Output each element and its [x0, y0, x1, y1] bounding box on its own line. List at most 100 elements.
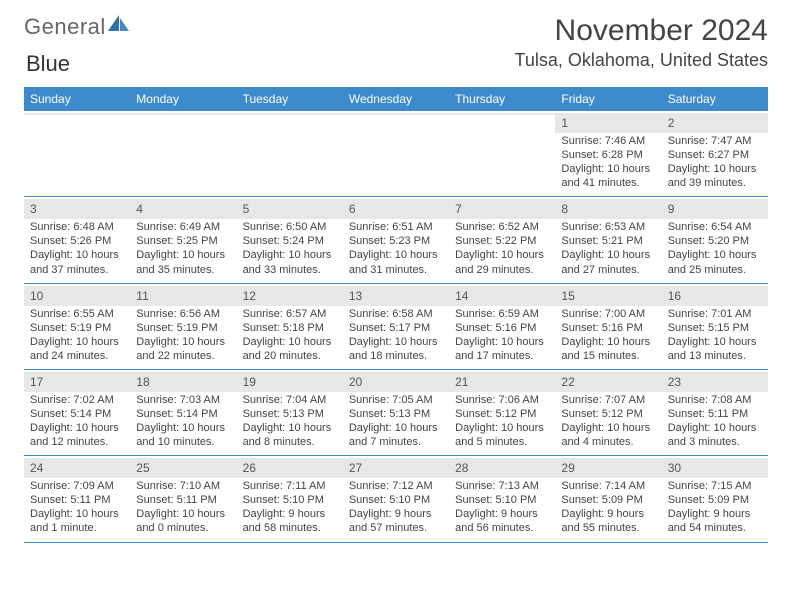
daylight-line: Daylight: 10 hours and 37 minutes.: [30, 249, 119, 275]
logo-sail-icon: [108, 15, 130, 33]
sunrise-line: Sunrise: 7:07 AM: [561, 394, 645, 406]
daynum-bar: 30: [662, 458, 768, 478]
sunset-line: Sunset: 5:09 PM: [668, 494, 749, 506]
daylight-line: Daylight: 9 hours and 54 minutes.: [668, 508, 751, 534]
day-cell: 1Sunrise: 7:46 AMSunset: 6:28 PMDaylight…: [555, 111, 661, 196]
sunrise-line: Sunrise: 6:56 AM: [136, 308, 220, 320]
daylight-line: Daylight: 10 hours and 13 minutes.: [668, 336, 757, 362]
day-info: Sunrise: 6:49 AMSunset: 5:25 PMDaylight:…: [136, 220, 230, 276]
sunset-line: Sunset: 5:21 PM: [561, 235, 642, 247]
day-info: Sunrise: 6:50 AM Sunset: 5:24 PM Daylight:…: [243, 220, 337, 276]
sunset-line: Sunset: 5:15 PM: [668, 322, 749, 334]
day-info: Sunrise: 7:06 AMSunset: 5:12 PMDaylight:…: [455, 393, 549, 449]
sunrise-line: Sunrise: 7:12 AM: [349, 480, 433, 492]
sunrise-line: Sunrise: 6:48 AM: [30, 221, 114, 233]
sunrise-line: Sunrise: 7:14 AM: [561, 480, 645, 492]
daylight-line: Daylight: 9 hours and 57 minutes.: [349, 508, 432, 534]
day-cell: 8Sunrise: 6:53 AMSunset: 5:21 PMDaylight…: [555, 197, 661, 282]
day-cell: 22Sunrise: 7:07 AMSunset: 5:12 PMDayligh…: [555, 370, 661, 455]
day-cell: 2 Sunrise: 7:47 AM Sunset: 6:27 PM Daylight…: [662, 111, 768, 196]
day-info: Sunrise: 7:13 AM Sunset: 5:10 PM Daylight:…: [455, 479, 549, 535]
logo-text-general: General: [24, 14, 106, 40]
sunrise-line: Sunrise: 6:53 AM: [561, 221, 645, 233]
sunset-line: Sunset: 5:24 PM: [243, 235, 324, 247]
dow-header: SundayMondayTuesdayWednesdayThursdayFrid…: [24, 87, 768, 111]
sunset-line: Sunset: 6:27 PM: [668, 149, 749, 161]
daylight-line: Daylight: 10 hours and 39 minutes.: [668, 163, 757, 189]
daynum-bar: 19: [237, 372, 343, 392]
dow-friday: Friday: [555, 87, 661, 111]
day-info: Sunrise: 7:05 AMSunset: 5:13 PMDaylight:…: [349, 393, 443, 449]
sunrise-line: Sunrise: 7:46 AM: [561, 135, 645, 147]
daynum-bar: 4: [130, 199, 236, 219]
day-info: Sunrise: 6:58 AMSunset: 5:17 PMDaylight:…: [349, 307, 443, 363]
day-cell: 18Sunrise: 7:03 AMSunset: 5:14 PMDayligh…: [130, 370, 236, 455]
day-info: Sunrise: 7:01 AM Sunset: 5:15 PM Daylight:…: [668, 307, 762, 363]
day-number: 24: [30, 461, 43, 475]
day-number: 9: [668, 202, 675, 216]
logo-text-blue: Blue: [26, 51, 70, 76]
sunrise-line: Sunrise: 7:47 AM: [668, 135, 752, 147]
day-info: Sunrise: 6:52 AMSunset: 5:22 PMDaylight:…: [455, 220, 549, 276]
sunset-line: Sunset: 5:10 PM: [455, 494, 536, 506]
day-cell: 28 Sunrise: 7:13 AM Sunset: 5:10 PM Dayligh…: [449, 456, 555, 541]
day-number: 8: [561, 202, 568, 216]
day-cell: 19Sunrise: 7:04 AMSunset: 5:13 PMDayligh…: [237, 370, 343, 455]
day-number: 12: [243, 289, 256, 303]
sunrise-line: Sunrise: 7:04 AM: [243, 394, 327, 406]
week-row: 24 Sunrise: 7:09 AM Sunset: 5:11 PM Dayligh…: [24, 456, 768, 542]
sunrise-line: Sunrise: 7:06 AM: [455, 394, 539, 406]
day-info: Sunrise: 6:48 AMSunset: 5:26 PMDaylight:…: [30, 220, 124, 276]
day-info: Sunrise: 7:07 AMSunset: 5:12 PMDaylight:…: [561, 393, 655, 449]
day-cell: 17Sunrise: 7:02 AMSunset: 5:14 PMDayligh…: [24, 370, 130, 455]
sunrise-line: Sunrise: 7:10 AM: [136, 480, 220, 492]
daylight-line: Daylight: 10 hours and 24 minutes.: [30, 336, 119, 362]
day-info: Sunrise: 6:57 AMSunset: 5:18 PMDaylight:…: [243, 307, 337, 363]
day-number: 14: [455, 289, 468, 303]
day-number: 5: [243, 202, 250, 216]
sunrise-line: Sunrise: 6:55 AM: [30, 308, 114, 320]
daylight-line: Daylight: 10 hours and 20 minutes.: [243, 336, 332, 362]
daylight-line: Daylight: 10 hours and 33 minutes.: [243, 249, 332, 275]
dow-sunday: Sunday: [24, 87, 130, 111]
daylight-line: Daylight: 10 hours and 4 minutes.: [561, 422, 650, 448]
day-cell: 21Sunrise: 7:06 AMSunset: 5:12 PMDayligh…: [449, 370, 555, 455]
day-number: 1: [561, 116, 568, 130]
day-cell: [237, 111, 343, 196]
day-number: 2: [668, 116, 675, 130]
day-cell: 7Sunrise: 6:52 AMSunset: 5:22 PMDaylight…: [449, 197, 555, 282]
daylight-line: Daylight: 10 hours and 35 minutes.: [136, 249, 225, 275]
day-info: Sunrise: 7:08 AMSunset: 5:11 PMDaylight:…: [668, 393, 762, 449]
sunrise-line: Sunrise: 7:15 AM: [668, 480, 752, 492]
sunset-line: Sunset: 5:13 PM: [243, 408, 324, 420]
day-number: 28: [455, 461, 468, 475]
daynum-bar: 25: [130, 458, 236, 478]
sunset-line: Sunset: 5:09 PM: [561, 494, 642, 506]
sunset-line: Sunset: 5:11 PM: [136, 494, 217, 506]
day-info: Sunrise: 7:03 AMSunset: 5:14 PMDaylight:…: [136, 393, 230, 449]
day-number: 19: [243, 375, 256, 389]
daynum-bar: 27: [343, 458, 449, 478]
day-cell: 14Sunrise: 6:59 AMSunset: 5:16 PMDayligh…: [449, 284, 555, 369]
day-cell: 6Sunrise: 6:51 AMSunset: 5:23 PMDaylight…: [343, 197, 449, 282]
sunrise-line: Sunrise: 6:54 AM: [668, 221, 752, 233]
daynum-bar: 18: [130, 372, 236, 392]
day-info: Sunrise: 6:51 AMSunset: 5:23 PMDaylight:…: [349, 220, 443, 276]
daylight-line: Daylight: 10 hours and 5 minutes.: [455, 422, 544, 448]
sunrise-line: Sunrise: 7:03 AM: [136, 394, 220, 406]
dow-tuesday: Tuesday: [237, 87, 343, 111]
sunrise-line: Sunrise: 6:52 AM: [455, 221, 539, 233]
daynum-bar: 17: [24, 372, 130, 392]
calendar-page: General November 2024 Tulsa, Oklahoma, U…: [0, 0, 792, 561]
sunset-line: Sunset: 5:18 PM: [243, 322, 324, 334]
sunrise-line: Sunrise: 6:50 AM: [243, 221, 327, 233]
sunrise-line: Sunrise: 7:13 AM: [455, 480, 539, 492]
day-cell: 23Sunrise: 7:08 AMSunset: 5:11 PMDayligh…: [662, 370, 768, 455]
daynum-bar: 29: [555, 458, 661, 478]
sunset-line: Sunset: 5:11 PM: [30, 494, 111, 506]
day-number: 10: [30, 289, 43, 303]
daylight-line: Daylight: 9 hours and 56 minutes.: [455, 508, 538, 534]
sunrise-line: Sunrise: 7:09 AM: [30, 480, 114, 492]
sunrise-line: Sunrise: 7:01 AM: [668, 308, 752, 320]
sunset-line: Sunset: 5:20 PM: [668, 235, 749, 247]
